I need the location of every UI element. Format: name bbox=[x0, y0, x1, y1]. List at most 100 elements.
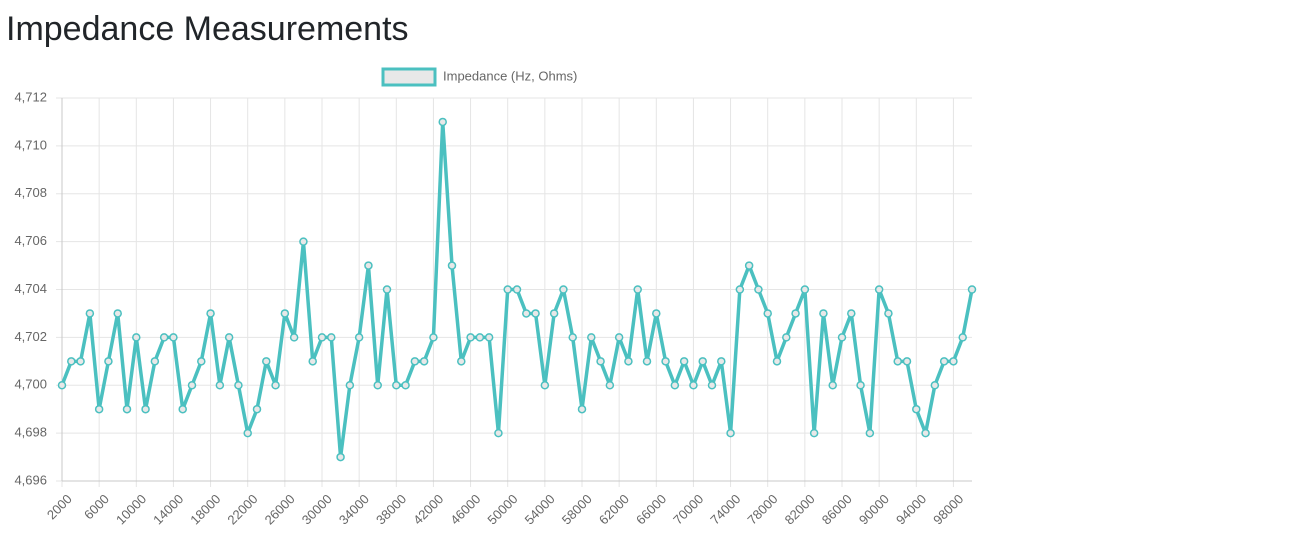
y-tick-label: 4,712 bbox=[14, 89, 47, 104]
data-point bbox=[726, 428, 735, 438]
data-point bbox=[717, 357, 726, 366]
data-point bbox=[856, 381, 865, 390]
x-tick-label: 34000 bbox=[336, 491, 372, 527]
y-tick-label: 4,706 bbox=[14, 233, 47, 248]
data-point bbox=[150, 357, 160, 366]
data-point bbox=[642, 357, 652, 366]
data-point bbox=[345, 381, 355, 390]
data-point bbox=[865, 428, 875, 438]
data-point bbox=[689, 381, 698, 390]
data-point bbox=[847, 309, 856, 318]
x-tick-label: 50000 bbox=[484, 491, 520, 527]
data-point bbox=[382, 285, 392, 294]
data-point bbox=[531, 309, 540, 318]
data-point bbox=[624, 357, 633, 366]
x-tick-label: 14000 bbox=[150, 491, 186, 527]
data-point bbox=[549, 309, 559, 318]
x-tick-label: 78000 bbox=[744, 491, 780, 527]
data-point bbox=[392, 381, 401, 390]
data-point bbox=[373, 381, 382, 390]
data-point bbox=[317, 333, 327, 342]
data-point bbox=[187, 381, 197, 390]
legend-item[interactable]: Impedance (Hz, Ohms) bbox=[381, 67, 577, 87]
data-point bbox=[958, 333, 967, 342]
data-point bbox=[707, 381, 717, 390]
data-point bbox=[698, 357, 707, 366]
data-point bbox=[215, 381, 225, 390]
y-tick-label: 4,708 bbox=[14, 185, 47, 200]
data-point bbox=[605, 381, 615, 390]
data-point bbox=[884, 309, 893, 318]
data-point bbox=[893, 357, 902, 366]
data-point bbox=[791, 309, 800, 318]
data-point bbox=[754, 285, 763, 294]
data-point bbox=[809, 428, 819, 438]
data-point bbox=[457, 357, 466, 366]
y-tick-label: 4,700 bbox=[14, 377, 47, 392]
x-tick-label: 66000 bbox=[633, 491, 669, 527]
y-tick-label: 4,704 bbox=[14, 281, 47, 296]
legend-label: Impedance (Hz, Ohms) bbox=[443, 68, 577, 83]
x-tick-label: 62000 bbox=[596, 491, 632, 527]
data-point bbox=[679, 357, 689, 366]
x-tick-label: 98000 bbox=[930, 491, 966, 527]
data-point bbox=[596, 357, 605, 366]
chart-title: Impedance Measurements bbox=[6, 10, 409, 48]
data-point bbox=[197, 357, 206, 366]
x-tick-label: 46000 bbox=[447, 491, 483, 527]
data-point bbox=[484, 333, 494, 342]
x-tick-label: 94000 bbox=[893, 491, 929, 527]
data-point bbox=[800, 285, 810, 294]
legend-swatch bbox=[381, 67, 437, 87]
data-point bbox=[76, 357, 85, 366]
data-point bbox=[308, 357, 317, 366]
x-tick-label: 2000 bbox=[44, 491, 75, 522]
data-point bbox=[577, 404, 587, 414]
data-point bbox=[874, 285, 884, 294]
data-point bbox=[912, 404, 921, 414]
data-point bbox=[466, 333, 475, 342]
data-point bbox=[410, 357, 420, 366]
data-point bbox=[930, 381, 940, 390]
data-point bbox=[967, 285, 977, 294]
data-point bbox=[772, 357, 782, 366]
x-tick-label: 90000 bbox=[856, 491, 892, 527]
data-point bbox=[670, 381, 680, 390]
x-tick-label: 82000 bbox=[782, 491, 818, 527]
data-point bbox=[234, 381, 243, 390]
data-point bbox=[271, 381, 280, 390]
data-point bbox=[289, 333, 299, 342]
x-tick-label: 10000 bbox=[113, 491, 149, 527]
x-tick-label: 26000 bbox=[262, 491, 298, 527]
data-point bbox=[819, 309, 828, 318]
data-point bbox=[939, 357, 949, 366]
data-point bbox=[503, 285, 512, 294]
y-tick-label: 4,698 bbox=[14, 425, 47, 440]
data-point bbox=[104, 357, 113, 366]
data-point bbox=[949, 357, 958, 366]
data-point bbox=[419, 357, 429, 366]
x-tick-label: 74000 bbox=[707, 491, 743, 527]
data-point bbox=[243, 428, 252, 438]
data-point bbox=[262, 357, 271, 366]
x-tick-label: 70000 bbox=[670, 491, 706, 527]
data-point bbox=[568, 333, 577, 342]
data-point bbox=[782, 333, 791, 342]
y-tick-label: 4,702 bbox=[14, 329, 47, 344]
x-tick-label: 30000 bbox=[299, 491, 335, 527]
x-tick-label: 58000 bbox=[559, 491, 595, 527]
x-tick-label: 22000 bbox=[224, 491, 260, 527]
data-point bbox=[327, 333, 336, 342]
data-point bbox=[336, 452, 345, 462]
data-point bbox=[141, 404, 150, 414]
data-point bbox=[438, 117, 447, 127]
x-tick-label: 18000 bbox=[187, 491, 223, 527]
data-point bbox=[447, 261, 457, 270]
data-point bbox=[763, 309, 772, 318]
data-point bbox=[744, 261, 754, 270]
data-point bbox=[494, 428, 503, 438]
x-tick-label: 54000 bbox=[522, 491, 558, 527]
data-point bbox=[614, 333, 624, 342]
data-point bbox=[652, 309, 661, 318]
